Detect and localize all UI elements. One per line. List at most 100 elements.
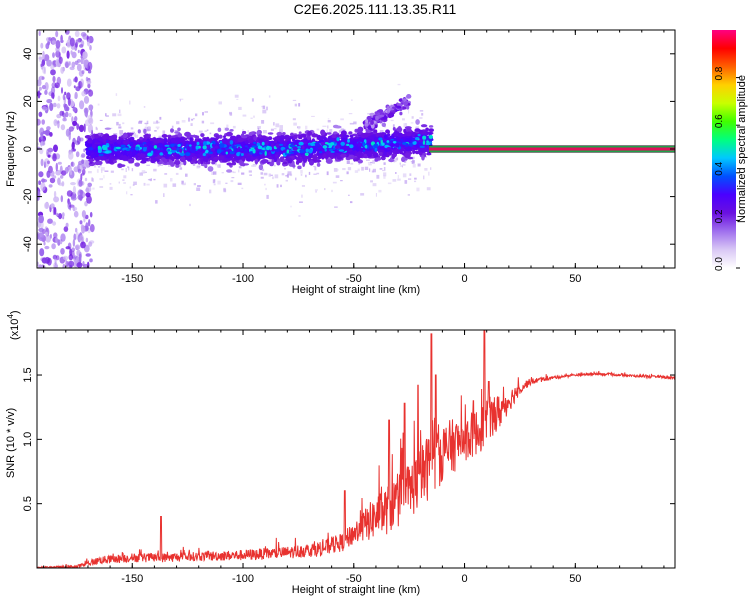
heatmap-cell: [74, 116, 78, 122]
heatmap-cell: [67, 201, 72, 210]
heatmap-cell: [316, 128, 320, 131]
heatmap-cell: [283, 149, 286, 153]
heatmap-cell: [226, 169, 233, 173]
heatmap-cell: [345, 132, 349, 136]
heatmap-cell: [69, 100, 75, 108]
heatmap-cell: [122, 157, 129, 161]
heatmap-cell: [110, 170, 114, 173]
heatmap-cell: [42, 50, 45, 60]
heatmap-cell: [89, 44, 92, 51]
heatmap-cell: [378, 189, 382, 193]
heatmap-cell: [266, 106, 268, 111]
heatmap-cell: [315, 138, 319, 141]
heatmap-cell: [85, 237, 89, 243]
heatmap-cell: [383, 167, 386, 170]
heatmap-cell: [325, 151, 332, 156]
heatmap-cell: [173, 159, 177, 161]
heatmap-cell: [156, 138, 163, 144]
heatmap-cell: [92, 187, 95, 190]
colorbar-tick-label: 0.2: [714, 209, 725, 223]
heatmap-cell: [173, 156, 177, 160]
heatmap-cell: [238, 169, 240, 173]
heatmap-cell: [62, 263, 66, 268]
heatmap-cell: [385, 129, 390, 134]
colorbar-tick-label: 0.4: [714, 161, 725, 175]
heatmap-cell: [159, 116, 162, 120]
heatmap-cell: [272, 176, 274, 180]
heatmap-cell: [210, 147, 216, 152]
heatmap-cell: [40, 132, 44, 140]
heatmap-cell: [38, 237, 44, 242]
heatmap-cell: [196, 187, 201, 191]
heatmap-cell: [202, 141, 207, 146]
heatmap-cell: [97, 145, 102, 150]
heatmap-cell: [401, 156, 406, 162]
heatmap-cell: [118, 123, 121, 126]
y-tick-label: 0.5: [22, 496, 34, 511]
heatmap-cell: [99, 119, 103, 121]
heatmap-cell: [330, 150, 335, 153]
heatmap-cell: [78, 179, 83, 187]
heatmap-cell: [79, 234, 85, 243]
heatmap-cell: [278, 143, 284, 146]
heatmap-cell: [177, 144, 181, 147]
heatmap-cell: [74, 30, 80, 37]
heatmap-cell: [234, 157, 241, 160]
heatmap-cell: [284, 135, 290, 141]
heatmap-cell: [179, 167, 183, 170]
heatmap-cell: [260, 149, 265, 154]
heatmap-cell: [132, 184, 135, 186]
heatmap-cell: [336, 149, 340, 152]
heatmap-cell: [335, 175, 340, 178]
heatmap-cell: [354, 170, 359, 173]
heatmap-cell: [261, 141, 265, 146]
heatmap-cell: [57, 95, 61, 102]
heatmap-cell: [174, 130, 179, 132]
heatmap-cell: [286, 149, 290, 154]
heatmap-cell: [67, 97, 71, 107]
heatmap-cell: [56, 103, 61, 109]
heatmap-cell: [388, 112, 394, 116]
heatmap-cell: [298, 131, 302, 135]
heatmap-cell: [150, 150, 154, 154]
heatmap-cell: [213, 183, 216, 186]
y-tick-label: 40: [22, 48, 34, 60]
heatmap-cell: [294, 103, 297, 107]
heatmap-cell: [126, 191, 128, 195]
heatmap-cell: [373, 129, 378, 133]
heatmap-cell: [333, 131, 338, 135]
heatmap-cell: [424, 168, 428, 171]
heatmap-cell: [111, 139, 118, 143]
heatmap-cell: [393, 158, 397, 163]
heatmap-cell: [94, 137, 98, 144]
heatmap-cell: [211, 143, 215, 147]
heatmap-cell: [154, 130, 157, 132]
heatmap-cell: [52, 52, 55, 58]
heatmap-cell: [218, 141, 220, 145]
heatmap-cell: [147, 152, 153, 157]
heatmap-cell: [367, 135, 373, 140]
heatmap-cell: [364, 122, 369, 127]
heatmap-cell: [421, 113, 424, 116]
heatmap-cell: [379, 114, 385, 118]
heatmap-cell: [76, 63, 82, 72]
heatmap-cell: [350, 201, 353, 204]
heatmap-cell: [83, 95, 90, 104]
heatmap-cell: [134, 162, 140, 167]
heatmap-cell: [405, 138, 412, 142]
heatmap-cell: [219, 143, 225, 148]
heatmap-cell: [68, 112, 72, 118]
heatmap-cell: [298, 103, 301, 107]
heatmap-cell: [404, 152, 411, 158]
heatmap-cell: [52, 175, 57, 179]
heatmap-cell: [250, 117, 253, 119]
heatmap-cell: [326, 155, 331, 158]
snr-ylabel: SNR (10 * v/v): [5, 408, 17, 478]
heatmap-cell: [405, 128, 412, 133]
heatmap-cell: [346, 160, 350, 164]
heatmap-cell: [47, 147, 54, 153]
snr-multiplier-base: (x10: [9, 319, 21, 340]
heatmap-cell: [144, 126, 148, 128]
heatmap-cell: [65, 128, 70, 137]
heatmap-cell: [293, 122, 297, 126]
